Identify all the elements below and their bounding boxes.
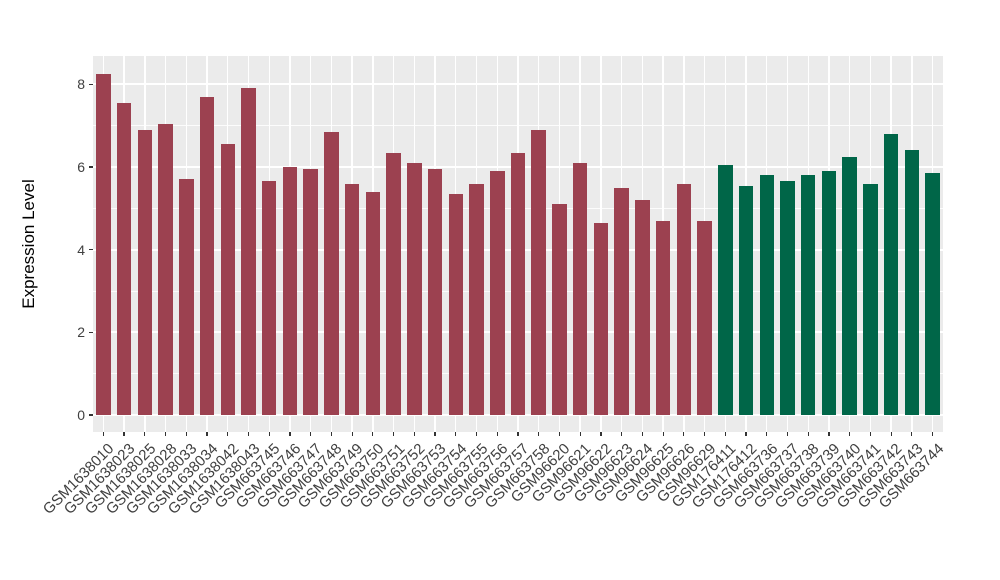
y-tick-label-8: 8 bbox=[77, 76, 85, 93]
x-tick-mark bbox=[869, 432, 872, 436]
x-tick-mark bbox=[600, 432, 602, 436]
bar-GSM663743 bbox=[904, 150, 920, 415]
y-tick-mark bbox=[89, 414, 93, 416]
x-tick-mark bbox=[434, 432, 436, 436]
x-tick-mark bbox=[662, 432, 664, 436]
bar-GSM663744 bbox=[925, 173, 940, 415]
y-tick-mark bbox=[89, 166, 93, 168]
bar-GSM663749 bbox=[344, 183, 360, 415]
bar-GSM1638028 bbox=[158, 123, 173, 415]
bar-GSM96622 bbox=[593, 222, 609, 415]
x-tick-mark bbox=[268, 432, 270, 436]
x-tick-mark bbox=[538, 432, 540, 436]
bar-GSM663742 bbox=[883, 133, 899, 415]
bar-GSM1638025 bbox=[137, 129, 153, 415]
x-tick-mark bbox=[579, 432, 581, 436]
bar-GSM663736 bbox=[759, 175, 775, 415]
bar-GSM1638010 bbox=[96, 74, 111, 415]
bar-GSM663739 bbox=[821, 171, 837, 415]
bar-GSM663747 bbox=[303, 169, 318, 415]
x-tick-mark bbox=[413, 432, 415, 436]
y-tick-mark bbox=[89, 83, 93, 85]
x-tick-mark bbox=[517, 432, 519, 436]
bar-GSM663757 bbox=[510, 152, 526, 415]
bar-GSM663740 bbox=[842, 156, 857, 415]
bar-GSM96629 bbox=[697, 220, 712, 415]
x-tick-mark bbox=[123, 432, 125, 436]
bar-GSM663751 bbox=[386, 152, 401, 415]
bar-GSM96621 bbox=[572, 162, 588, 415]
x-tick-mark bbox=[351, 432, 353, 436]
x-tick-mark bbox=[330, 432, 332, 436]
bar-GSM663752 bbox=[407, 162, 422, 415]
x-tick-mark bbox=[102, 432, 104, 436]
x-tick-mark bbox=[372, 432, 374, 436]
bar-GSM176411 bbox=[718, 164, 733, 415]
y-tick-label-6: 6 bbox=[77, 159, 85, 176]
bar-GSM176412 bbox=[738, 185, 754, 415]
bar-GSM1638043 bbox=[241, 88, 256, 415]
x-tick-mark bbox=[703, 432, 706, 436]
x-tick-mark bbox=[932, 432, 934, 436]
x-tick-mark bbox=[828, 432, 830, 436]
bar-GSM663741 bbox=[863, 183, 878, 415]
x-tick-mark bbox=[683, 432, 685, 436]
bar-GSM663750 bbox=[365, 191, 381, 415]
x-tick-mark bbox=[641, 432, 643, 436]
bar-GSM663745 bbox=[261, 181, 277, 415]
bar-GSM663754 bbox=[448, 193, 464, 415]
x-tick-mark bbox=[496, 432, 498, 436]
x-tick-mark bbox=[227, 432, 229, 436]
bar-GSM96620 bbox=[552, 204, 567, 415]
x-tick-mark bbox=[164, 432, 167, 436]
x-tick-mark bbox=[393, 432, 395, 436]
bar-GSM663746 bbox=[282, 167, 298, 415]
bar-GSM663756 bbox=[490, 171, 505, 415]
x-tick-mark bbox=[849, 432, 851, 436]
y-tick-mark bbox=[89, 249, 93, 251]
y-tick-label-4: 4 bbox=[77, 241, 85, 258]
x-tick-mark bbox=[144, 432, 146, 436]
x-tick-mark bbox=[766, 432, 768, 436]
x-tick-mark bbox=[745, 432, 747, 436]
bar-GSM1638034 bbox=[199, 96, 215, 415]
bar-GSM96623 bbox=[614, 187, 629, 415]
bar-GSM663748 bbox=[324, 131, 339, 415]
bar-GSM96624 bbox=[635, 200, 650, 415]
x-tick-mark bbox=[289, 432, 291, 436]
x-tick-mark bbox=[455, 432, 457, 436]
x-tick-mark bbox=[206, 432, 208, 436]
bar-GSM1638023 bbox=[116, 102, 132, 415]
plot-panel bbox=[93, 56, 943, 432]
bar-GSM1638033 bbox=[179, 179, 194, 415]
bar-GSM1638042 bbox=[220, 144, 235, 415]
bar-GSM663755 bbox=[469, 183, 484, 415]
x-tick-mark bbox=[558, 432, 561, 436]
x-tick-mark bbox=[890, 432, 892, 436]
y-tick-mark bbox=[89, 331, 93, 333]
x-tick-mark bbox=[621, 432, 623, 436]
bar-GSM663737 bbox=[780, 181, 795, 415]
bar-GSM96625 bbox=[655, 220, 671, 415]
x-tick-mark bbox=[807, 432, 809, 436]
x-tick-mark bbox=[911, 432, 913, 436]
bar-GSM663753 bbox=[427, 169, 443, 415]
x-tick-mark bbox=[185, 432, 187, 436]
bar-GSM663738 bbox=[800, 175, 816, 415]
x-tick-mark bbox=[475, 432, 478, 436]
x-tick-mark bbox=[247, 432, 250, 436]
y-tick-label-0: 0 bbox=[77, 407, 85, 423]
bar-GSM96626 bbox=[676, 183, 692, 415]
y-tick-label-2: 2 bbox=[77, 324, 85, 341]
x-tick-mark bbox=[786, 432, 789, 436]
x-tick-mark bbox=[310, 432, 312, 436]
bar-GSM663758 bbox=[531, 129, 546, 415]
x-tick-mark bbox=[724, 432, 726, 436]
